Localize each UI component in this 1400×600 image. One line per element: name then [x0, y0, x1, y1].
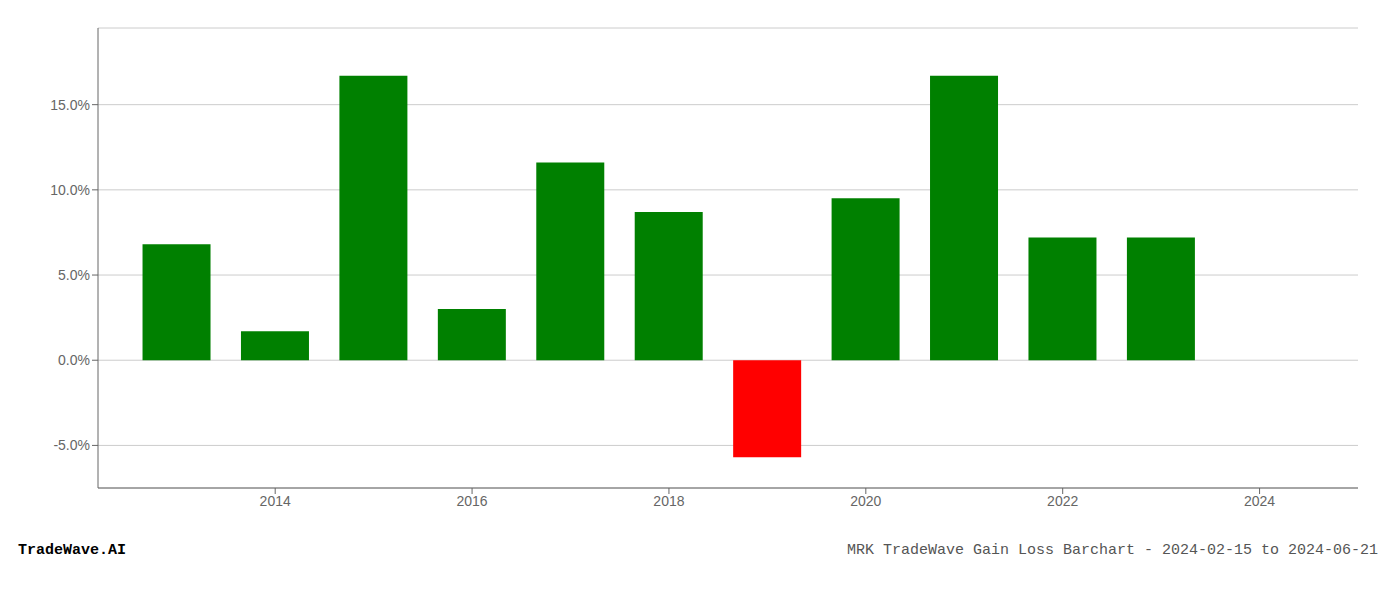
- svg-text:2018: 2018: [653, 493, 684, 509]
- svg-text:2016: 2016: [456, 493, 487, 509]
- svg-text:2024: 2024: [1244, 493, 1275, 509]
- svg-text:15.0%: 15.0%: [50, 97, 90, 113]
- html-text:MRK TradeWave Gain Loss Barcha: MRK TradeWave Gain Loss Barchart - 2024-…: [846, 542, 1378, 559]
- svg-text:5.0%: 5.0%: [58, 267, 90, 283]
- svg-text:2014: 2014: [260, 493, 291, 509]
- svg-text:10.0%: 10.0%: [50, 182, 90, 198]
- svg-text:-5.0%: -5.0%: [53, 437, 90, 453]
- svg-text:0.0%: 0.0%: [58, 352, 90, 368]
- html-text:TradeWave.AI: TradeWave.AI: [18, 542, 126, 559]
- svg-text:2022: 2022: [1047, 493, 1078, 509]
- svg-text:2020: 2020: [850, 493, 881, 509]
